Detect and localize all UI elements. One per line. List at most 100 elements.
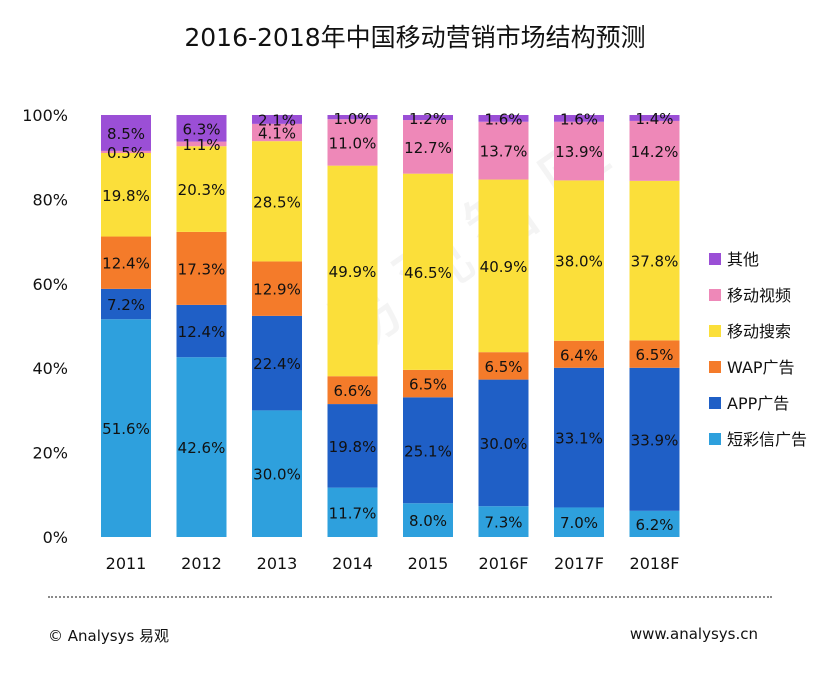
bar-segment (403, 115, 453, 121)
bar-segment (327, 404, 378, 488)
data-label: 25.1% (404, 442, 452, 460)
data-label: 1.1% (182, 136, 220, 154)
data-label: 6.5% (635, 346, 673, 364)
data-label: 19.8% (329, 438, 377, 456)
footer-divider (48, 596, 772, 598)
bar-segment (403, 397, 453, 504)
website-link[interactable]: www.analysys.cn (629, 625, 758, 643)
bar-segment (554, 180, 604, 341)
bar-segment (629, 180, 680, 341)
legend-label: 其他 (727, 250, 759, 269)
data-label: 11.0% (329, 134, 377, 152)
x-tick-label: 2014 (332, 554, 373, 573)
data-label: 51.6% (102, 420, 150, 438)
legend-label: WAP广告 (727, 358, 795, 377)
data-label: 19.8% (102, 187, 150, 205)
bar-segment (629, 510, 680, 537)
legend-label: APP广告 (727, 394, 789, 413)
data-label: 6.2% (635, 516, 673, 534)
chart-title: 2016-2018年中国移动营销市场结构预测 (184, 23, 646, 52)
bar-segment (327, 115, 378, 120)
data-label: 37.8% (631, 253, 679, 271)
data-label: 7.3% (484, 514, 522, 532)
bar-segment (101, 115, 151, 151)
y-tick-label: 100% (22, 106, 68, 125)
data-label: 12.7% (404, 139, 452, 157)
bar-segment (629, 120, 680, 181)
stacked-bar-chart: 0% 20% 40% 60% 80% 100% 51.6% 7.2% 12.4% 19.8% 0.5… (22, 106, 807, 573)
bar-segment (252, 115, 302, 124)
data-label: 1.2% (409, 110, 447, 128)
y-tick-label: 20% (32, 444, 68, 463)
data-label: 6.4% (560, 346, 598, 364)
bar-segment (327, 165, 378, 377)
bar-segment (403, 120, 453, 174)
bar-segment (327, 119, 378, 166)
legend-swatch (709, 361, 721, 373)
legend-label: 移动视频 (727, 286, 791, 305)
data-label: 38.0% (555, 253, 603, 271)
bar-segment (478, 179, 529, 353)
data-label: 4.1% (258, 125, 296, 143)
data-label: 2.1% (258, 111, 296, 129)
bar-segment (176, 146, 227, 232)
bar-segment (403, 173, 453, 370)
y-tick-label: 0% (43, 528, 68, 547)
bar-segment (176, 231, 227, 305)
data-label: 30.0% (480, 435, 528, 453)
data-label: 12.9% (253, 281, 301, 299)
data-label: 42.6% (178, 439, 226, 457)
data-label: 40.9% (480, 258, 528, 276)
bar-segment (327, 487, 378, 537)
bar-segment (252, 410, 302, 537)
data-label: 1.6% (560, 110, 598, 128)
bar-segment (327, 376, 378, 405)
data-label: 6.5% (409, 376, 447, 394)
data-label: 49.9% (329, 263, 377, 281)
bar-segment (101, 319, 151, 537)
data-label: 6.5% (484, 358, 522, 376)
legend-swatch (709, 433, 721, 445)
data-label: 8.5% (107, 125, 145, 143)
bar-segment (478, 506, 529, 537)
bar-segment (101, 288, 151, 320)
bar-segment (554, 367, 604, 508)
data-label: 46.5% (404, 264, 452, 282)
data-label: 0.5% (107, 144, 145, 162)
data-label: 6.6% (333, 382, 371, 400)
bar-segment (101, 150, 151, 153)
data-label: 28.5% (253, 193, 301, 211)
data-label: 20.3% (178, 181, 226, 199)
bar-segment (478, 352, 529, 380)
data-label: 12.4% (102, 255, 150, 273)
bar-segment (252, 315, 302, 411)
bar-segment (101, 236, 151, 289)
x-tick-label: 2018F (630, 554, 680, 573)
y-tick-label: 60% (32, 275, 68, 294)
data-label: 30.0% (253, 466, 301, 484)
bar-segment (252, 261, 302, 316)
data-label: 1.0% (333, 110, 371, 128)
bar-segment (629, 367, 680, 511)
bar-segment (176, 115, 227, 142)
x-tick-label: 2013 (257, 554, 298, 573)
bar-segment (403, 369, 453, 398)
bar-segment (629, 115, 680, 121)
bar-segment (176, 304, 227, 358)
legend-swatch (709, 397, 721, 409)
bar-segment (478, 379, 529, 507)
data-label: 11.7% (329, 504, 377, 522)
legend-label: 短彩信广告 (727, 430, 807, 449)
bar-segment (176, 141, 227, 147)
bar-segment (478, 115, 529, 122)
data-label: 1.6% (484, 110, 522, 128)
bar-segment (554, 121, 604, 181)
data-label: 14.2% (631, 143, 679, 161)
bar-segment (629, 340, 680, 368)
x-tick-label: 2011 (106, 554, 147, 573)
bar-segment (403, 503, 453, 537)
data-label: 12.4% (178, 323, 226, 341)
bar-segment (478, 121, 529, 180)
y-tick-label: 40% (32, 359, 68, 378)
copyright-text: © Analysys 易观 (48, 627, 170, 645)
